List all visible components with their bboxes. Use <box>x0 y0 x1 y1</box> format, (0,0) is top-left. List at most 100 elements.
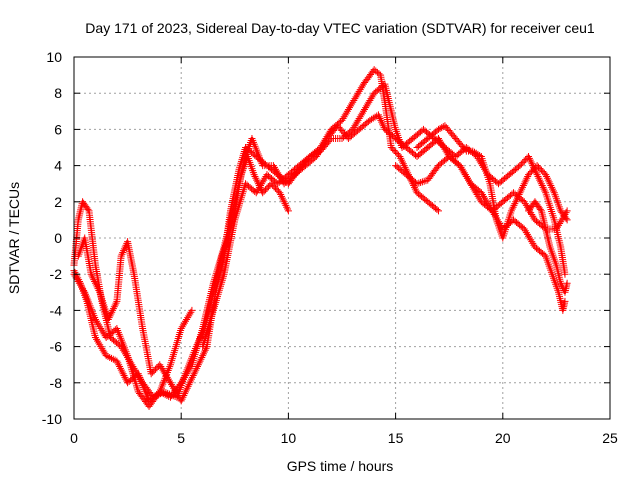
data-point <box>182 386 190 394</box>
y-tick-label: -10 <box>42 411 62 427</box>
data-point <box>528 238 536 246</box>
data-point <box>361 105 369 113</box>
data-point <box>192 366 200 374</box>
data-point <box>282 201 290 209</box>
data-point <box>119 370 127 378</box>
data-point <box>306 153 314 161</box>
data-point <box>557 279 565 287</box>
data-point <box>100 330 108 338</box>
data-point <box>153 364 161 372</box>
data-point <box>196 357 204 365</box>
data-point <box>283 203 291 211</box>
data-point <box>185 366 193 374</box>
data-point <box>368 93 376 101</box>
data-point <box>548 183 556 191</box>
data-point <box>106 353 114 361</box>
data-point <box>270 183 278 191</box>
data-point <box>358 109 366 117</box>
data-point <box>520 157 528 165</box>
data-point <box>93 335 101 343</box>
data-point <box>78 283 86 291</box>
data-point <box>387 144 395 151</box>
data-point <box>109 306 117 314</box>
data-point <box>280 198 288 206</box>
data-point <box>527 168 535 176</box>
data-point <box>343 107 351 115</box>
data-point <box>257 182 265 190</box>
data-point <box>374 111 382 119</box>
data-point <box>529 239 537 247</box>
data-point <box>529 212 537 220</box>
y-tick-label: 10 <box>46 49 62 65</box>
data-point <box>115 361 123 369</box>
data-point <box>99 328 107 336</box>
data-point <box>561 270 569 278</box>
data-point <box>89 274 97 282</box>
data-point <box>183 315 191 323</box>
data-point <box>261 174 269 182</box>
data-point <box>93 317 101 325</box>
data-point <box>562 214 570 222</box>
y-tick-label: -8 <box>50 375 63 391</box>
data-point <box>356 86 364 94</box>
data-point <box>544 176 552 184</box>
x-tick-label: 25 <box>602 430 618 446</box>
data-point <box>157 363 165 371</box>
data-point <box>529 166 537 174</box>
data-point <box>117 252 125 260</box>
data-point <box>393 150 401 158</box>
data-point <box>98 344 106 352</box>
data-point <box>109 305 117 313</box>
data-point <box>199 352 207 360</box>
data-point <box>523 174 531 182</box>
data-point <box>186 364 194 372</box>
data-point <box>197 355 205 363</box>
data-point <box>185 381 193 389</box>
data-point <box>513 196 521 204</box>
data-point <box>351 95 359 103</box>
data-point <box>535 174 543 182</box>
data-point <box>281 200 289 208</box>
data-point <box>459 167 467 175</box>
data-point <box>526 169 534 177</box>
data-point <box>186 379 194 387</box>
data-point <box>183 384 191 392</box>
data-point <box>376 115 384 123</box>
data-point <box>277 191 285 199</box>
data-point <box>536 205 544 213</box>
series-track-4 <box>70 111 571 410</box>
data-point <box>410 183 418 191</box>
data-point <box>557 218 565 226</box>
data-point <box>263 184 271 192</box>
data-point <box>259 189 267 197</box>
data-point <box>91 277 99 285</box>
data-point <box>378 120 386 128</box>
data-point <box>162 372 170 380</box>
data-point <box>178 395 186 403</box>
data-point <box>339 115 347 123</box>
data-point <box>273 186 281 194</box>
data-point <box>262 186 270 194</box>
data-point <box>480 192 488 200</box>
data-point <box>348 100 356 108</box>
data-point <box>462 172 470 180</box>
data-point <box>341 111 349 119</box>
data-point <box>350 124 358 132</box>
data-point <box>202 344 210 352</box>
data-point <box>351 122 359 130</box>
data-point <box>166 379 174 387</box>
data-point <box>353 118 361 126</box>
data-point <box>526 234 534 242</box>
data-point <box>482 196 490 204</box>
data-point <box>106 312 114 320</box>
data-point <box>159 390 167 398</box>
data-point <box>397 154 405 162</box>
data-point <box>525 153 533 161</box>
data-point <box>526 156 534 164</box>
data-point <box>96 323 104 331</box>
data-point <box>98 326 106 334</box>
data-point <box>259 178 267 186</box>
data-point <box>110 303 118 311</box>
data-point <box>108 308 116 316</box>
